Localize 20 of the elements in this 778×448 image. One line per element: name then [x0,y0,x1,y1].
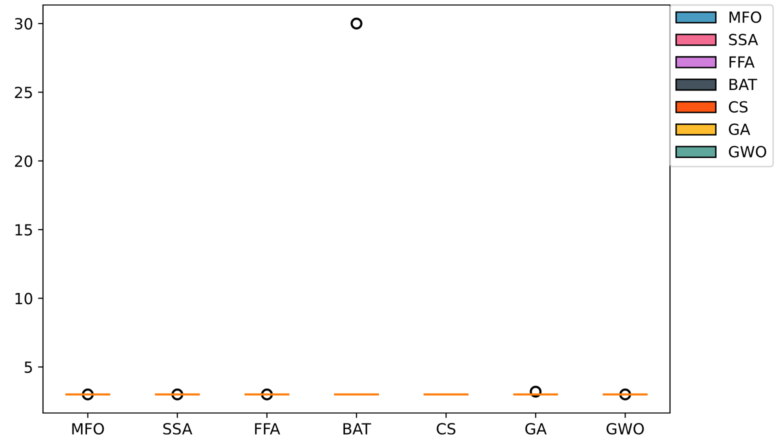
y-tick-label: 25 [14,86,32,98]
y-tick-label: 10 [16,292,32,304]
x-tick-label: GA [525,422,547,435]
x-tick-label: SSA [163,422,192,435]
legend-label: FFA [730,56,755,68]
y-tick-label: 30 [15,18,32,30]
x-tick-label: GWO [606,422,644,435]
x-tick-label: CS [436,422,456,435]
x-tick-label: BAT [343,423,372,434]
x-tick-label: FFA [255,423,280,434]
y-tick-label: 20 [14,155,32,167]
y-tick-label: 15 [16,224,32,236]
legend-label: MFO [730,11,762,23]
x-tick-label: MFO [72,422,104,435]
y-tick-label: 5 [24,362,32,373]
legend-label: GWO [728,146,766,158]
legend-label: CS [728,101,748,113]
legend-label: GA [728,124,750,136]
legend-label: BAT [730,78,758,90]
legend-label: SSA [729,34,758,46]
